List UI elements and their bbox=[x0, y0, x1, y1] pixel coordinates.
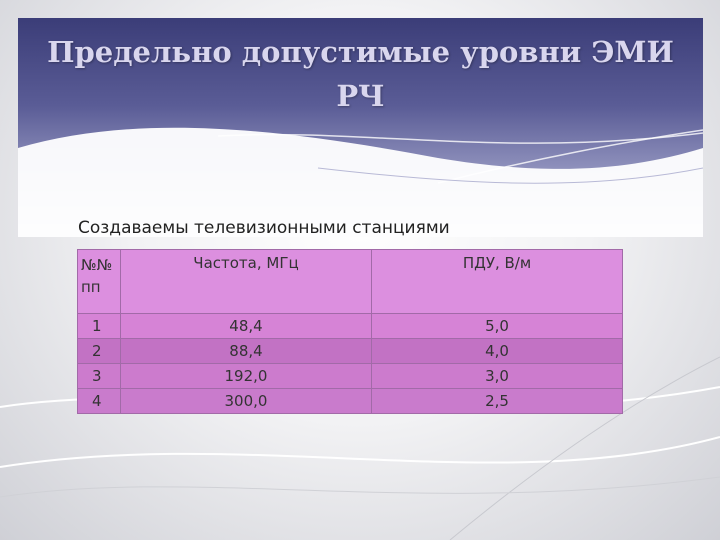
cell-limit: 3,0 bbox=[371, 363, 623, 389]
table-row: 4 300,0 2,5 bbox=[77, 388, 623, 414]
cell-number: 1 bbox=[77, 313, 121, 339]
slide-title: Предельно допустимые уровни ЭМИ РЧ bbox=[47, 35, 674, 113]
cell-frequency: 300,0 bbox=[120, 388, 372, 414]
title-banner bbox=[18, 18, 703, 237]
wave-decoration bbox=[18, 127, 703, 237]
limits-table: №№ пп Частота, МГц ПДУ, В/м 1 48,4 5,0 2… bbox=[77, 249, 623, 414]
table-row: 1 48,4 5,0 bbox=[77, 313, 623, 339]
table-header-row: №№ пп Частота, МГц ПДУ, В/м bbox=[77, 249, 623, 314]
table-row: 2 88,4 4,0 bbox=[77, 338, 623, 364]
cell-limit: 5,0 bbox=[371, 313, 623, 339]
cell-limit: 2,5 bbox=[371, 388, 623, 414]
cell-number: 3 bbox=[77, 363, 121, 389]
header-number: №№ пп bbox=[77, 249, 121, 314]
cell-frequency: 192,0 bbox=[120, 363, 372, 389]
cell-frequency: 48,4 bbox=[120, 313, 372, 339]
header-limit: ПДУ, В/м bbox=[371, 249, 623, 314]
cell-limit: 4,0 bbox=[371, 338, 623, 364]
table-row: 3 192,0 3,0 bbox=[77, 363, 623, 389]
cell-number: 4 bbox=[77, 388, 121, 414]
cell-number: 2 bbox=[77, 338, 121, 364]
cell-frequency: 88,4 bbox=[120, 338, 372, 364]
header-frequency: Частота, МГц bbox=[120, 249, 372, 314]
slide-subtitle: Создаваемы телевизионными станциями bbox=[78, 218, 450, 238]
